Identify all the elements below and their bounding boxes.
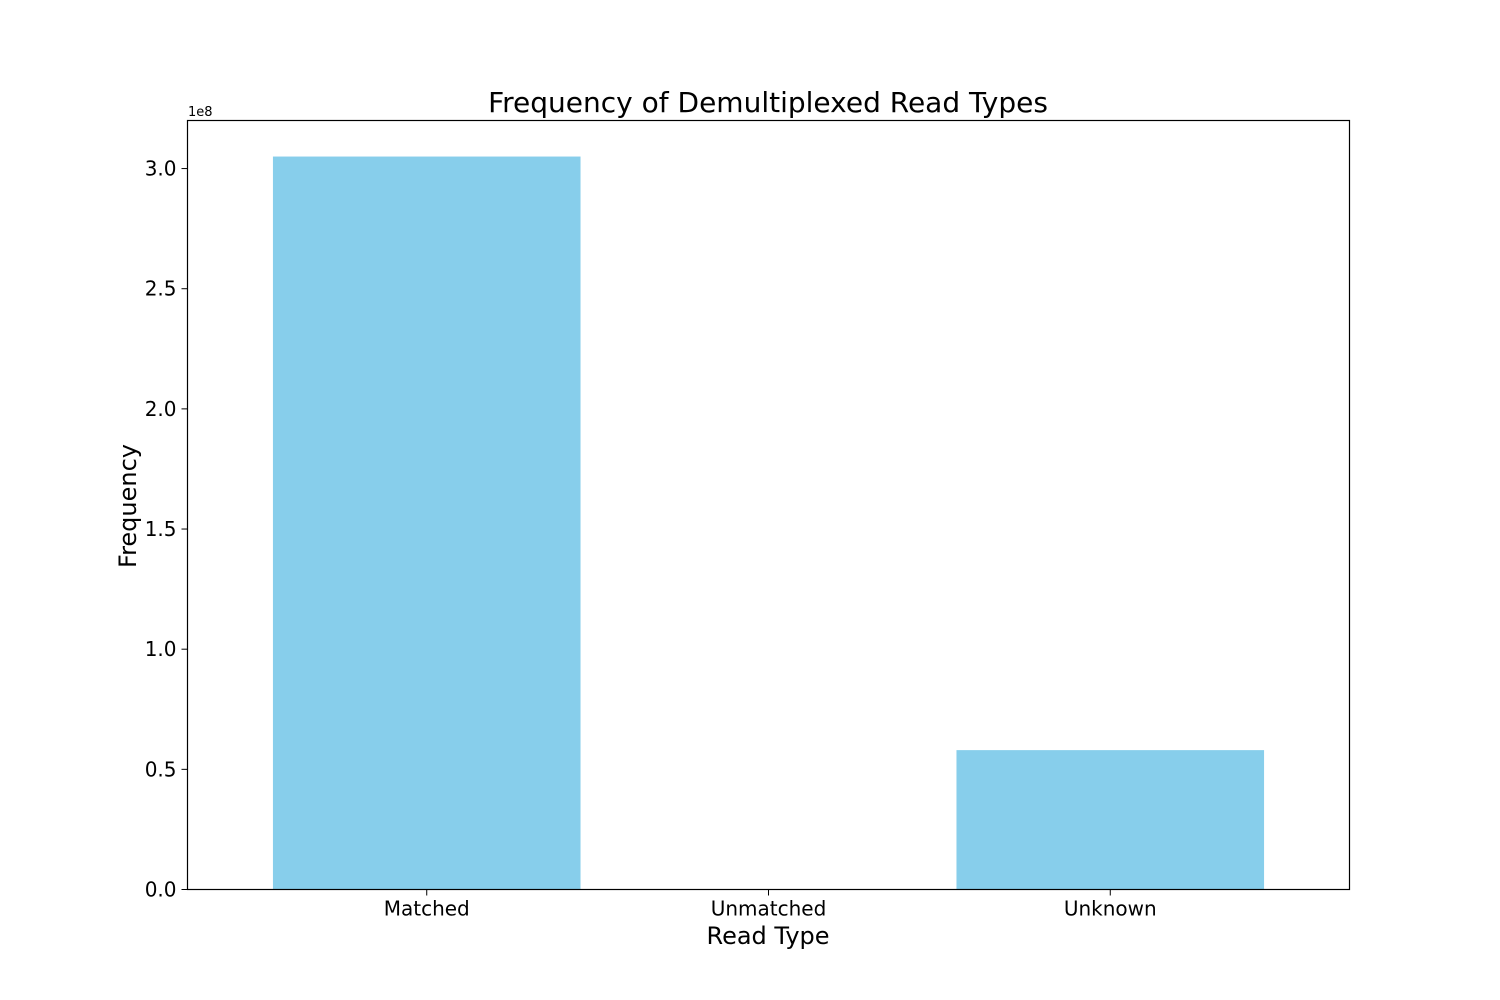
y-tick-label: 2.0 (145, 397, 177, 421)
bars-group (272, 156, 1265, 890)
y-tick-label: 2.5 (145, 277, 177, 301)
x-ticks-group: Matched Unmatched Unknown (384, 889, 1157, 921)
x-tick-label: Unknown (1064, 897, 1157, 921)
y-tick-label: 0.0 (145, 878, 177, 902)
y-offset-label: 1e8 (188, 105, 213, 120)
x-axis-label: Read Type (706, 922, 829, 950)
bar-matched (272, 156, 581, 890)
plot-frame (186, 119, 1351, 891)
x-tick-label: Matched (384, 897, 470, 921)
y-tick-label: 1.0 (145, 637, 177, 661)
chart-title: Frequency of Demultiplexed Read Types (488, 86, 1048, 119)
y-ticks-group: 0.0 0.5 1.0 1.5 2.0 2.5 3.0 (145, 157, 188, 902)
y-tick-label: 0.5 (145, 757, 177, 781)
x-tick-label: Unmatched (711, 897, 827, 921)
y-axis-label: Frequency (114, 444, 142, 568)
y-tick-label: 3.0 (145, 157, 177, 181)
y-tick-label: 1.5 (145, 517, 177, 541)
bar-unknown (956, 750, 1265, 890)
